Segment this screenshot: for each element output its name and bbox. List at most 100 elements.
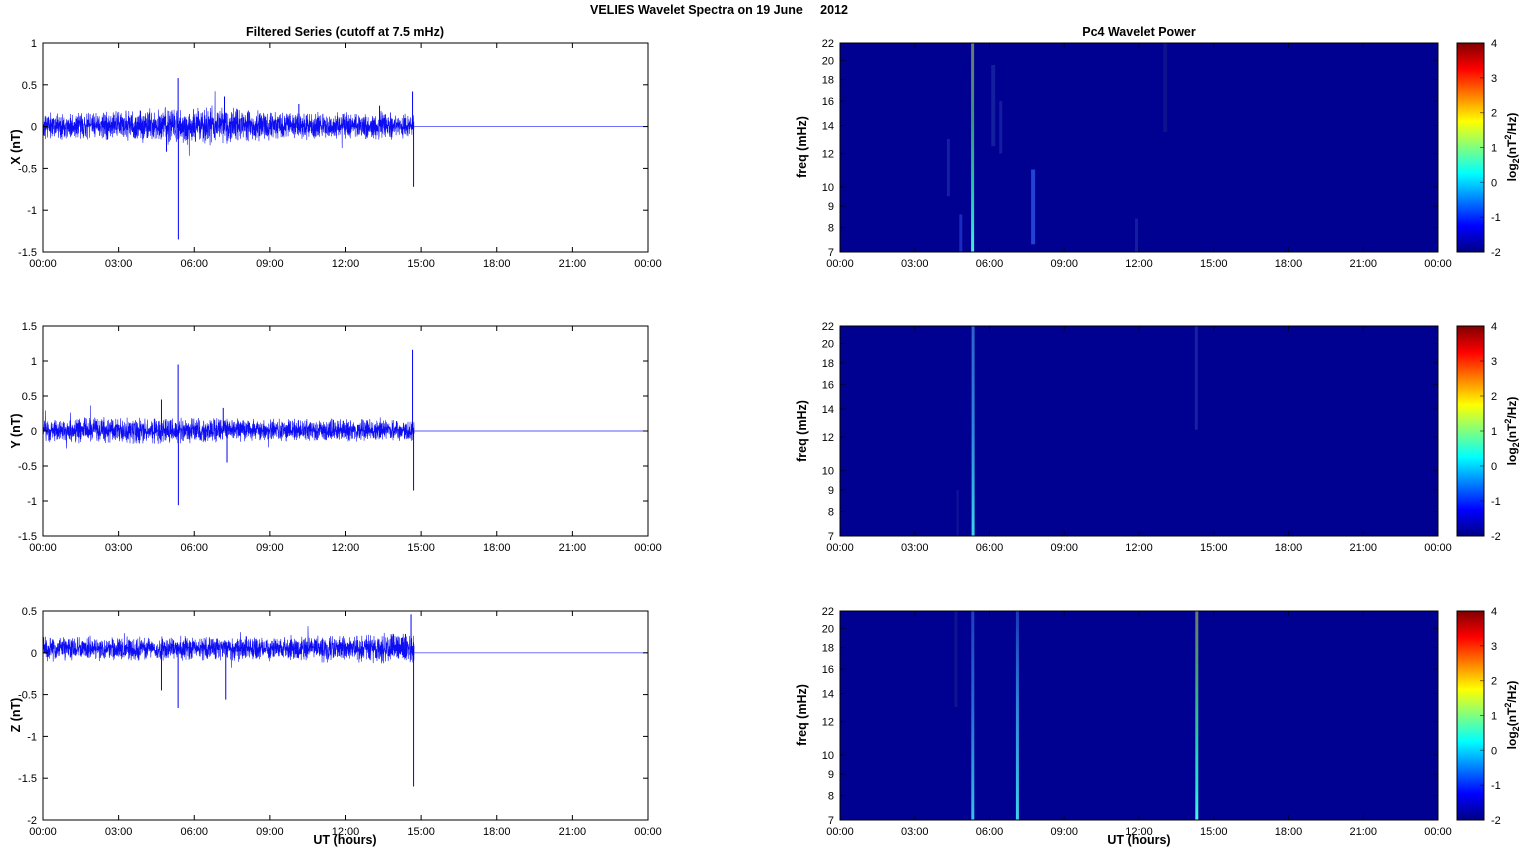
freq-tick-label: 10 — [822, 750, 834, 762]
freq-tick-label: 10 — [822, 466, 834, 478]
x-tick-label: 21:00 — [559, 258, 587, 270]
freq-tick-label: 7 — [828, 247, 834, 259]
x-tick-label: 00:00 — [826, 542, 854, 554]
y-tick-label: -1 — [27, 731, 37, 743]
freq-tick-label: 14 — [822, 688, 834, 700]
wavelet-power-event — [1015, 611, 1019, 820]
x-tick-label: 00:00 — [29, 826, 57, 838]
colorbar-tick-label: 4 — [1491, 606, 1497, 618]
colorbar-gradient — [1456, 610, 1485, 821]
colorbar-tick-label: 3 — [1491, 641, 1497, 653]
x-tick-label: 18:00 — [1275, 258, 1303, 270]
panel-wt-x: 00:00 03:00 06:00 09:00 12:00 15:00 18:00 21:00… — [822, 38, 1452, 270]
x-tick-label: 15:00 — [1200, 258, 1228, 270]
freq-tick-label: 12 — [822, 432, 834, 444]
x-tick-label: 12:00 — [1125, 826, 1153, 838]
y-tick-label: -1.5 — [18, 247, 37, 259]
y-tick-label: 1 — [31, 356, 37, 368]
freq-tick-label: 12 — [822, 717, 834, 729]
x-tick-label: 00:00 — [1424, 826, 1452, 838]
wavelet-power-event — [959, 214, 963, 252]
x-tick-label: 21:00 — [559, 542, 587, 554]
spectrogram-background — [840, 611, 1438, 820]
freq-axis-label-1: freq (mHz) — [795, 116, 809, 178]
freq-tick-label: 16 — [822, 664, 834, 676]
colorbar-tick-label: -2 — [1491, 531, 1501, 543]
x-tick-label: 00:00 — [29, 258, 57, 270]
x-tick-label: 00:00 — [634, 258, 662, 270]
x-tick-label: 00:00 — [826, 826, 854, 838]
x-axis-label-right: UT (hours) — [1107, 833, 1171, 847]
x-tick-label: 15:00 — [407, 542, 435, 554]
y-tick-label: 0 — [31, 648, 37, 660]
panel-wt-y: 00:00 03:00 06:00 09:00 12:00 15:00 18:00 21:00… — [822, 321, 1452, 554]
x-tick-label: 15:00 — [1200, 542, 1228, 554]
figure-title: VELIES Wavelet Spectra on 19 June 2012 — [590, 3, 848, 17]
y-tick-label: 0 — [31, 122, 37, 134]
x-tick-label: 00:00 — [634, 542, 662, 554]
y-tick-label: 1 — [31, 38, 37, 50]
spectrogram-background — [840, 326, 1438, 536]
colorbar-tick-label: 2 — [1491, 676, 1497, 688]
right-column-title: Pc4 Wavelet Power — [1082, 25, 1196, 39]
x-tick-label: 09:00 — [1050, 826, 1078, 838]
y-tick-label: -1.5 — [18, 531, 37, 543]
x-tick-label: 03:00 — [901, 826, 929, 838]
wavelet-power-event — [971, 326, 975, 536]
x-axis-label-left: UT (hours) — [313, 833, 377, 847]
colorbar-gradient — [1456, 42, 1485, 253]
x-tick-label: 06:00 — [180, 258, 208, 270]
timeseries-trace — [42, 405, 415, 449]
wavelet-power-event — [999, 101, 1003, 154]
freq-tick-label: 8 — [828, 791, 834, 803]
colorbar-tick-label: 4 — [1491, 38, 1497, 50]
colorbar-tick-label: -1 — [1491, 780, 1501, 792]
y-tick-label: -2 — [27, 815, 37, 827]
x-tick-label: 09:00 — [1050, 542, 1078, 554]
freq-tick-label: 9 — [828, 201, 834, 213]
left-column-title: Filtered Series (cutoff at 7.5 mHz) — [246, 25, 444, 39]
colorbar-tick-label: 1 — [1491, 143, 1497, 155]
x-tick-label: 06:00 — [976, 542, 1004, 554]
freq-tick-label: 22 — [822, 38, 834, 50]
x-tick-label: 06:00 — [180, 826, 208, 838]
y-tick-label: -1 — [27, 496, 37, 508]
x-tick-label: 00:00 — [634, 826, 662, 838]
x-tick-label: 03:00 — [901, 258, 929, 270]
colorbar-tick-label: -1 — [1491, 212, 1501, 224]
wavelet-power-event — [954, 611, 958, 707]
x-tick-label: 12:00 — [1125, 258, 1153, 270]
colorbar-tick-label: 3 — [1491, 356, 1497, 368]
x-tick-label: 15:00 — [1200, 826, 1228, 838]
y-axis-label-z: Z (nT) — [9, 697, 23, 733]
freq-tick-label: 7 — [828, 815, 834, 827]
freq-tick-label: 12 — [822, 149, 834, 161]
x-tick-label: 03:00 — [105, 258, 133, 270]
freq-tick-label: 20 — [822, 623, 834, 635]
colorbar-tick-label: 1 — [1491, 711, 1497, 723]
colorbar-label-1: log2(nT2/Hz) — [1502, 112, 1522, 182]
x-tick-label: 09:00 — [256, 826, 284, 838]
spectrogram-background — [840, 43, 1438, 252]
y-tick-label: 1.5 — [22, 321, 37, 333]
colorbar-tick-label: 4 — [1491, 321, 1497, 333]
panel-ts-y: 00:00 03:00 06:00 09:00 12:00 15:00 18:00 21:00… — [18, 321, 662, 554]
x-tick-label: 18:00 — [483, 258, 511, 270]
freq-tick-label: 7 — [828, 531, 834, 543]
x-tick-label: 06:00 — [976, 258, 1004, 270]
colorbar-label-3: log2(nT2/Hz) — [1502, 680, 1522, 750]
freq-tick-label: 16 — [822, 379, 834, 391]
x-tick-label: 03:00 — [105, 826, 133, 838]
freq-tick-label: 18 — [822, 358, 834, 370]
freq-tick-label: 18 — [822, 75, 834, 87]
y-tick-label: 0.5 — [22, 391, 37, 403]
x-tick-label: 06:00 — [180, 542, 208, 554]
timeseries-trace — [42, 626, 415, 668]
wavelet-power-event — [1194, 326, 1198, 430]
y-tick-label: 0.5 — [22, 606, 37, 618]
y-tick-label: 0 — [31, 426, 37, 438]
wavelet-power-event — [956, 489, 959, 536]
freq-tick-label: 8 — [828, 507, 834, 519]
